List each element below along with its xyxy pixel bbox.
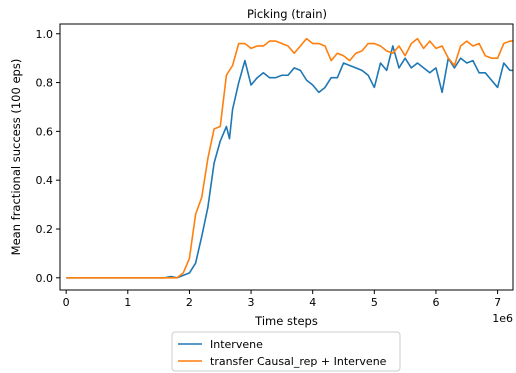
y-tick-label: 0.8	[36, 77, 54, 90]
x-axis: 0 1 2 3 4 5 6 7	[63, 290, 501, 309]
x-tick-label: 5	[371, 296, 378, 309]
x-tick-label: 3	[248, 296, 255, 309]
y-axis: 0.0 0.2 0.4 0.6 0.8 1.0	[36, 28, 60, 285]
x-tick-label: 4	[309, 296, 316, 309]
x-tick-label: 7	[494, 296, 501, 309]
plot-frame	[59, 23, 514, 291]
y-tick-label: 1.0	[36, 28, 54, 41]
x-axis-offset-text: 1e6	[492, 312, 513, 325]
x-tick-label: 1	[124, 296, 131, 309]
y-axis-label: Mean fractional success (100 eps)	[9, 59, 23, 256]
x-tick-label: 0	[63, 296, 70, 309]
legend-label-2: transfer Causal_rep + Intervene	[210, 355, 387, 368]
y-tick-label: 0.4	[36, 174, 54, 187]
plot-area	[66, 37, 513, 279]
x-axis-label: Time steps	[254, 314, 318, 328]
y-tick-label: 0.0	[36, 272, 54, 285]
series-line-2	[66, 37, 513, 279]
series-line-1	[66, 45, 513, 279]
y-tick-label: 0.6	[36, 125, 54, 138]
x-tick-label: 2	[186, 296, 193, 309]
legend-label-1: Intervene	[210, 338, 263, 351]
chart-title: Picking (train)	[247, 7, 327, 21]
legend-box	[171, 331, 401, 372]
y-tick-label: 0.2	[36, 223, 54, 236]
legend: Intervene transfer Causal_rep + Intervene	[171, 331, 401, 372]
x-tick-label: 6	[432, 296, 439, 309]
